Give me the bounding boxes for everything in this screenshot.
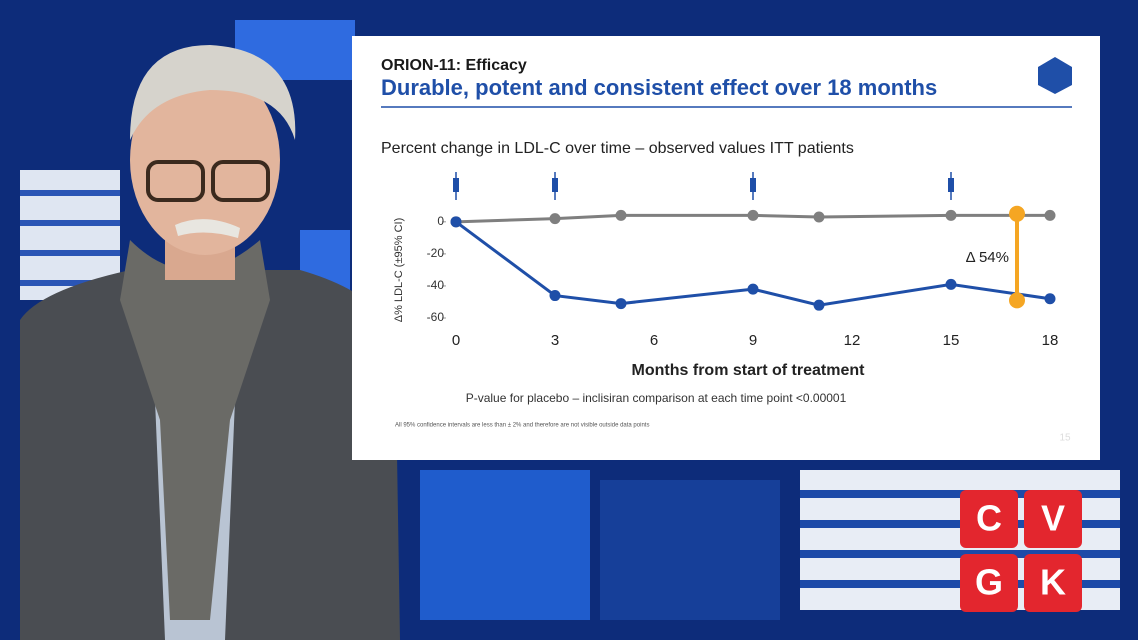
data-point	[1044, 209, 1056, 221]
data-point	[747, 283, 759, 295]
footnote-p-value: P-value for placebo – inclisiran compari…	[466, 391, 847, 405]
logo-letter: C	[976, 498, 1002, 539]
data-point	[1044, 293, 1056, 305]
data-point	[450, 216, 462, 228]
x-tick-label: 9	[749, 332, 757, 349]
x-tick-label: 15	[943, 332, 960, 349]
data-point	[615, 298, 627, 310]
presenter	[20, 45, 400, 640]
y-tick-label: -40	[427, 278, 445, 292]
x-tick-label: 18	[1042, 332, 1059, 349]
x-axis-label: Months from start of treatment	[632, 362, 866, 379]
logo-letter: V	[1041, 498, 1065, 539]
x-tick-label: 0	[452, 332, 460, 349]
logo-tile	[960, 554, 1018, 612]
x-tick-label: 3	[551, 332, 559, 349]
logo-letter: G	[975, 562, 1003, 603]
logo-tile	[1024, 554, 1082, 612]
slide-headline: Durable, potent and consistent effect ov…	[381, 75, 937, 100]
slide-number: 15	[1059, 433, 1071, 444]
data-point	[945, 209, 957, 221]
data-point	[615, 209, 627, 221]
data-point	[747, 209, 759, 221]
data-point	[813, 299, 825, 311]
data-point	[549, 290, 561, 302]
logo-letter: K	[1040, 562, 1066, 603]
data-point	[945, 278, 957, 290]
data-point	[549, 213, 561, 225]
y-tick-label: -60	[427, 310, 445, 324]
plot: 0 -20 -40 -60 0 3 6 9 12 15 18 Δ 54%	[427, 172, 1059, 349]
delta-point	[1009, 292, 1025, 309]
chart-title: Percent change in LDL-C over time – obse…	[381, 140, 854, 157]
footnote-ci: All 95% confidence intervals are less th…	[395, 423, 649, 429]
data-point	[813, 211, 825, 223]
logo-tile	[960, 490, 1018, 548]
y-tick-label: 0	[437, 214, 444, 228]
slide-kicker: ORION-11: Efficacy	[381, 57, 527, 74]
cvgk-logo: C VG K	[960, 490, 1082, 612]
delta-point	[1009, 205, 1025, 222]
y-axis-label: Δ% LDL-C (±95% CI)	[393, 218, 405, 322]
delta-label: Δ 54%	[966, 249, 1009, 266]
slide-logo	[1038, 57, 1072, 94]
x-tick-label: 6	[650, 332, 658, 349]
y-tick-label: -20	[427, 246, 445, 260]
x-tick-label: 12	[844, 332, 861, 349]
logo-tile	[1024, 490, 1082, 548]
